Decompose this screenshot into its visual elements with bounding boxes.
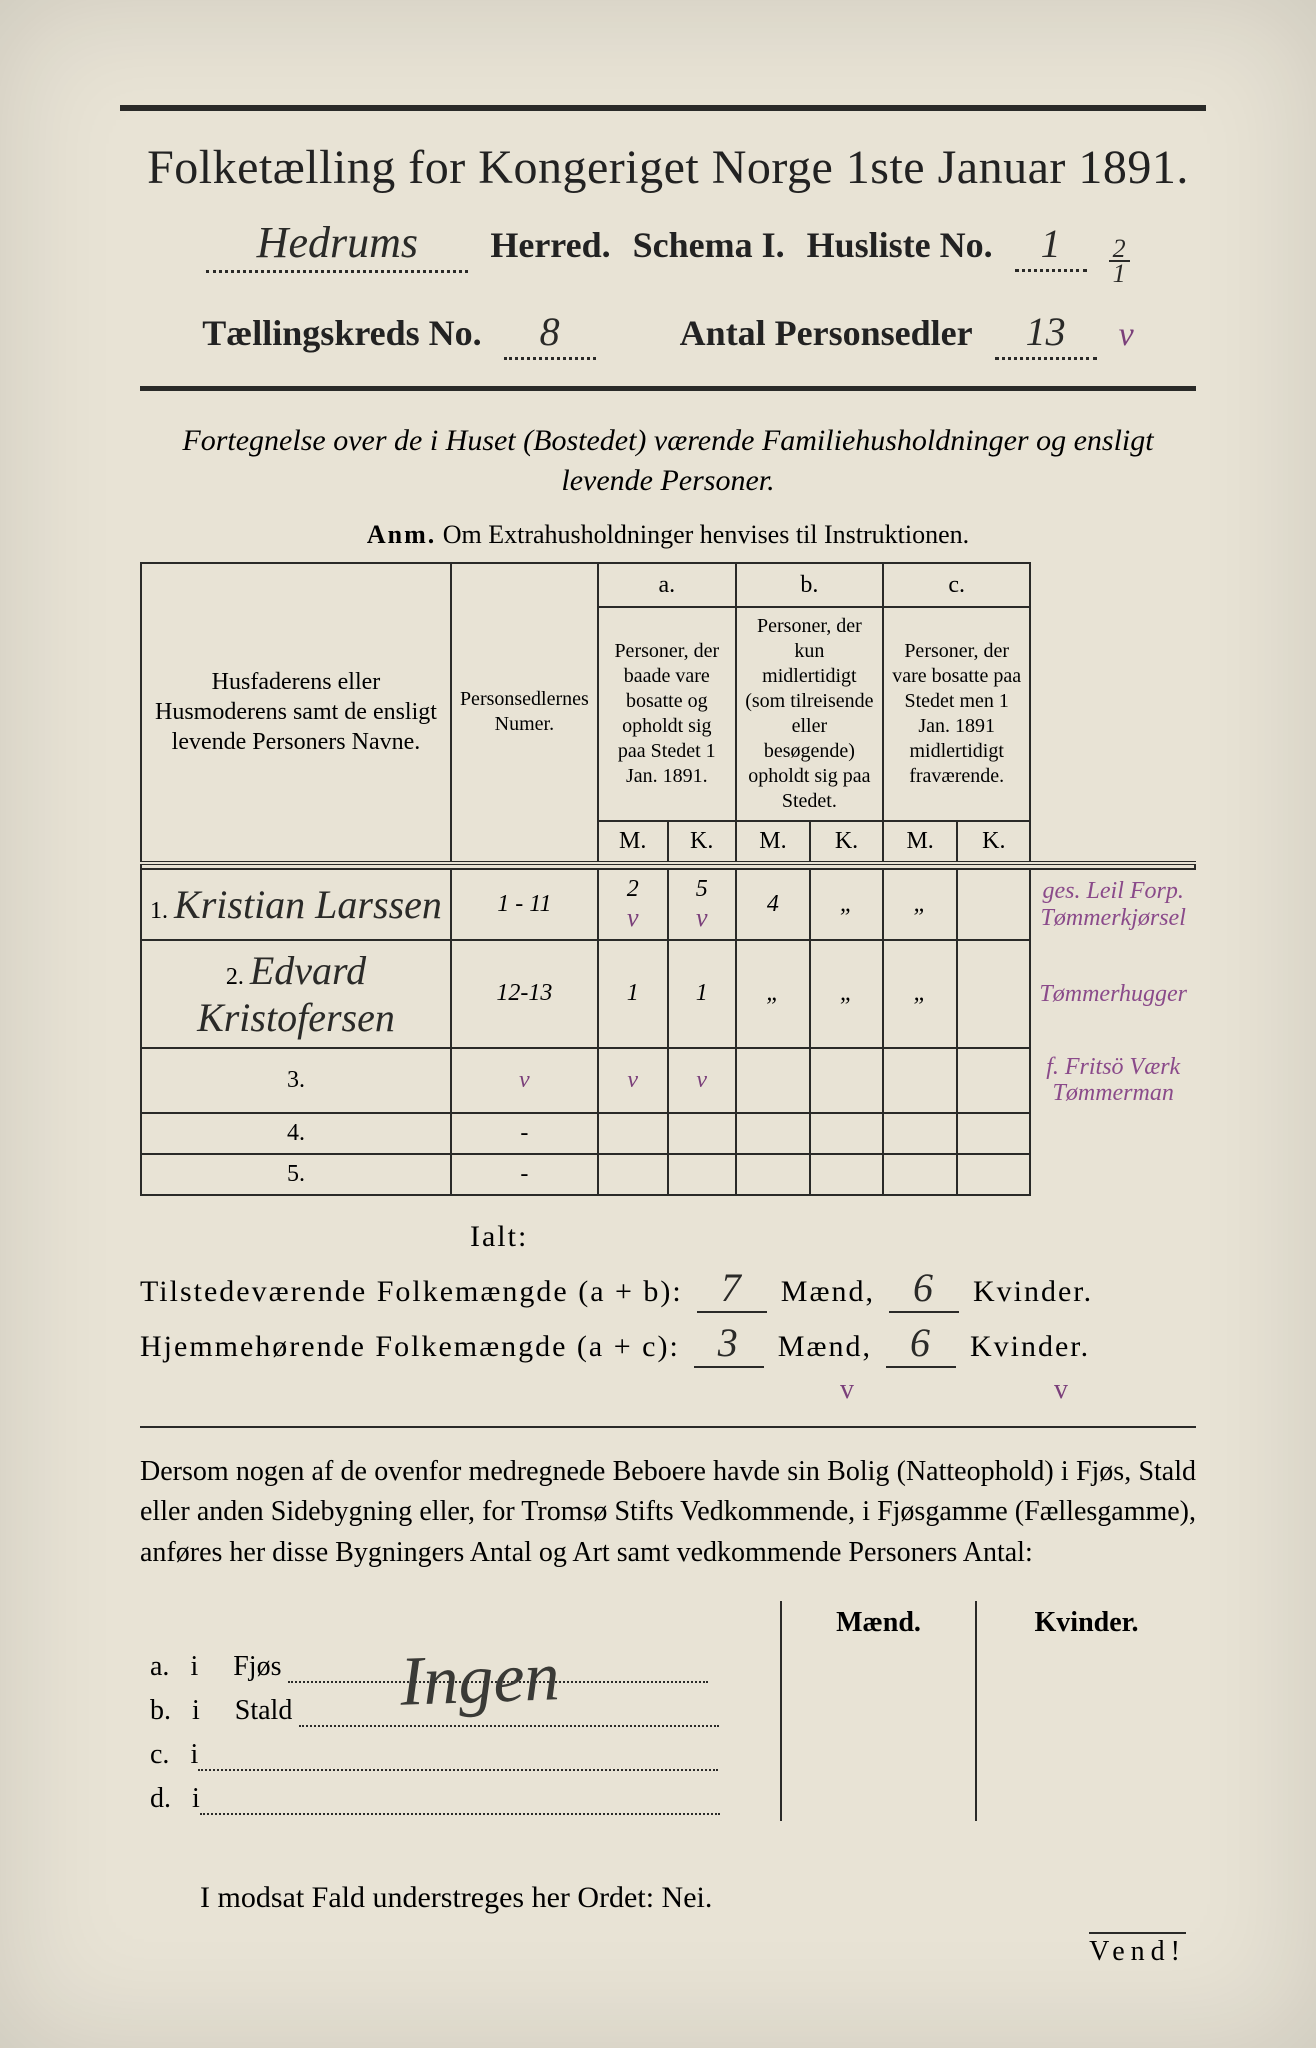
total-line-ac: Hjemmehørende Folkemængde (a + c): 3 Mæn… [140,1319,1196,1368]
vend-label: Vend! [1089,1932,1186,1968]
cell-cK [957,869,1030,940]
cell-num: v [451,1048,598,1113]
cell-bK: „ [810,869,883,940]
cell-aK: v [668,1048,736,1113]
cell-cM: „ [883,869,957,940]
col-names: Husfaderens eller Husmoderens samt de en… [141,563,451,863]
maend-hdr: Mænd. [781,1601,976,1645]
persons-table: Husfaderens eller Husmoderens samt de en… [140,562,1196,1196]
anm-label: Anm. [367,520,436,549]
husliste-label: Husliste No. [807,224,993,266]
page-title: Folketælling for Kongeriget Norge 1ste J… [140,140,1196,195]
building-row: b. i Stald [140,1689,1196,1733]
schema-label: Schema I. [633,224,785,266]
margin-note: Tømmerhugger [1030,940,1195,1048]
building-row: a. i Fjøs [140,1645,1196,1689]
anm-line: Anm. Om Extrahusholdninger henvises til … [140,520,1196,550]
lower-paragraph: Dersom nogen af de ovenfor medregnede Be… [140,1452,1196,1574]
table-row: 4. - [141,1113,1195,1154]
cell-aK: 1 [668,940,736,1048]
anm-text: Om Extrahusholdninger henvises til Instr… [443,520,969,549]
cell-aM: 1 [598,940,668,1048]
rule-1 [140,386,1196,391]
table-row: 2. Edvard Kristofersen 12-13 1 1 „ „ „ T… [141,940,1195,1048]
col-num: Personsedlernes Numer. [451,563,598,863]
a-m: M. [598,821,668,863]
herred-label: Herred. [490,224,610,266]
rule-2 [140,1426,1196,1428]
b-k: K. [810,821,883,863]
buildings-table: Mænd. Kvinder. a. i Fjøs b. i Stald c. i… [140,1601,1196,1821]
total-line-ab: Tilstedeværende Folkemængde (a + b): 7 M… [140,1264,1196,1313]
table-row: 1. Kristian Larssen 1 - 11 2v 5v 4 „ „ g… [141,869,1195,940]
cell-cK [957,940,1030,1048]
col-b-hdr: b. [736,563,883,607]
ab-maend: 7 [697,1264,767,1313]
header-line-3: Tællingskreds No. 8 Antal Personsedler 1… [140,308,1196,360]
husliste-no: 1 [1015,220,1087,272]
c-m: M. [883,821,957,863]
herred-value: Hedrums [206,217,468,273]
header-line-2: Hedrums Herred. Schema I. Husliste No. 1… [140,217,1196,286]
intro-text: Fortegnelse over de i Huset (Bostedet) v… [140,421,1196,502]
husliste-fraction: 2 1 [1109,237,1130,286]
census-form-page: Folketælling for Kongeriget Norge 1ste J… [0,0,1316,2048]
cell-aK: 5v [668,869,736,940]
cell-num: 1 - 11 [451,869,598,940]
form-header: Folketælling for Kongeriget Norge 1ste J… [140,140,1196,360]
cell-bK: „ [810,940,883,1048]
cell-bM: 4 [736,869,810,940]
nei-line: I modsat Fald understreges her Ordet: Ne… [200,1881,1196,1915]
margin-col [1030,563,1195,863]
signature-ingen: Ingen [399,1637,561,1723]
ac-maend: 3 [694,1319,764,1368]
margin-note: f. Fritsö Værk Tømmerman [1030,1048,1195,1113]
person-name: Kristian Larssen [174,882,442,927]
cell-aM: 2v [598,869,668,940]
cell-cM: „ [883,940,957,1048]
a-k: K. [668,821,736,863]
col-b: Personer, der kun midlertidigt (som tilr… [736,607,883,821]
col-c: Personer, der vare bosatte paa Stedet me… [883,607,1030,821]
sedler-no: 13 [995,308,1097,360]
kreds-label: Tællingskreds No. [202,312,481,354]
totals-checks: v v [840,1374,1196,1406]
cell-aM: v [598,1048,668,1113]
sedler-label: Antal Personsedler [680,312,973,354]
cell-bM: „ [736,940,810,1048]
ab-kvinder: 6 [889,1264,959,1313]
ac-kvinder: 6 [886,1319,956,1368]
c-k: K. [957,821,1030,863]
table-row: 3. v v v f. Fritsö Værk Tømmerman [141,1048,1195,1113]
kreds-no: 8 [504,308,596,360]
margin-note: ges. Leil Forp. Tømmerkjørsel [1030,869,1195,940]
col-a: Personer, der baade vare bosatte og opho… [598,607,736,821]
kvinder-hdr: Kvinder. [976,1601,1196,1645]
table-row: 5. - [141,1154,1195,1195]
building-row: c. i [140,1733,1196,1777]
sedler-check: v [1119,316,1134,354]
cell-num: 12-13 [451,940,598,1048]
building-row: d. i [140,1777,1196,1821]
person-name: Edvard Kristofersen [197,948,395,1040]
col-a-hdr: a. [598,563,736,607]
b-m: M. [736,821,810,863]
col-c-hdr: c. [883,563,1030,607]
ialt-label: Ialt: [470,1220,1196,1254]
